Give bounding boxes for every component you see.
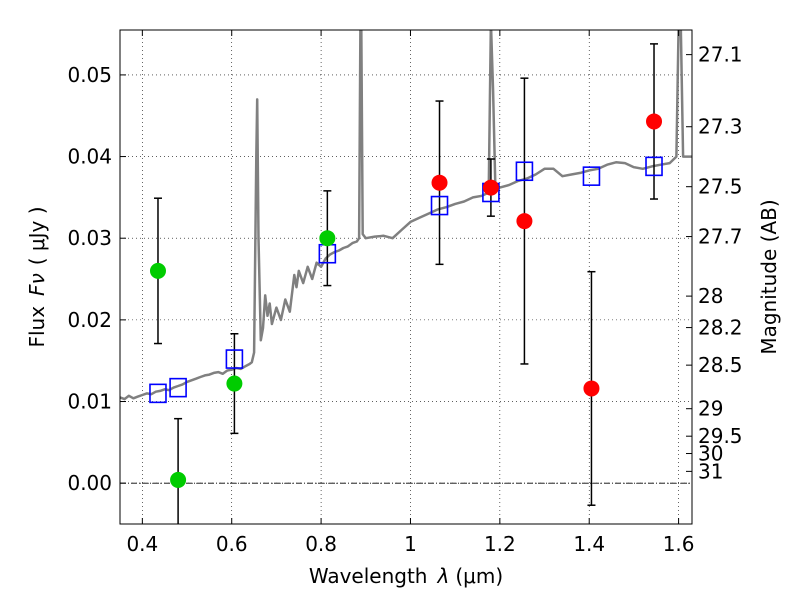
plot-frame <box>119 29 693 525</box>
model-photometry-square <box>149 383 167 404</box>
magnitude-tick-label: 27.1 <box>698 43 743 67</box>
y-tick-label: 0.01 <box>67 390 112 414</box>
model-photometry-square <box>169 377 187 398</box>
infrared-photometry-point <box>431 174 448 191</box>
magnitude-tick-label: 29.5 <box>698 424 743 448</box>
optical-photometry-point <box>319 230 336 247</box>
model-photometry-square <box>225 349 244 369</box>
magnitude-tick-label: 27.7 <box>698 225 743 249</box>
magnitude-axis-label: Magnitude (AB) <box>757 199 781 354</box>
magnitude-tick-label: 29 <box>698 397 723 421</box>
optical-photometry-point <box>170 471 187 488</box>
infrared-photometry-point <box>482 179 499 196</box>
x-tick-label: 1 <box>404 532 417 556</box>
y-tick-label: 0.02 <box>67 308 112 332</box>
photometry-points <box>149 113 663 488</box>
grid-lines <box>120 30 692 524</box>
x-tick-label: 1.2 <box>484 532 516 556</box>
infrared-photometry-point <box>583 380 600 397</box>
magnitude-tick-label: 30 <box>698 442 723 466</box>
optical-photometry-point <box>149 262 166 279</box>
y-tick-label: 0.00 <box>67 471 112 495</box>
magnitude-tick-label: 27.3 <box>698 115 743 139</box>
magnitude-tick-label: 28 <box>698 284 723 308</box>
x-tick-label: 1.6 <box>663 532 695 556</box>
y-tick-label: 0.04 <box>67 145 112 169</box>
model-photometry-square <box>515 161 534 182</box>
x-tick-label: 0.6 <box>216 532 248 556</box>
magnitude-tick-label: 31 <box>698 459 723 483</box>
infrared-photometry-point <box>516 213 533 230</box>
model-photometry-square <box>582 166 601 186</box>
x-tick-label: 0.4 <box>126 532 158 556</box>
error-bars <box>153 43 659 524</box>
y-tick-label: 0.05 <box>67 63 112 87</box>
model-photometry-square <box>645 156 663 177</box>
y-tick-label: 0.03 <box>67 226 112 250</box>
model-photometry-square <box>430 195 449 216</box>
magnitude-tick-label: 28.5 <box>698 353 743 377</box>
magnitude-tick-label: 27.5 <box>698 175 743 199</box>
x-axis-label: Wavelength λ (μm) <box>309 564 503 588</box>
y-axis-label: FluxFν( μJy ) <box>25 206 49 347</box>
axis-ticks: 0.4 0.6 0.8 1 1.2 1.4 1.6 0.00 0.01 0.02 0.03 0.04 0… <box>67 30 743 556</box>
magnitude-tick-label: 28.2 <box>698 316 743 340</box>
x-tick-label: 1.4 <box>573 532 605 556</box>
x-tick-label: 0.8 <box>305 532 337 556</box>
model-spectrum-line <box>120 30 692 401</box>
infrared-photometry-point <box>646 113 663 130</box>
optical-photometry-point <box>226 375 243 392</box>
